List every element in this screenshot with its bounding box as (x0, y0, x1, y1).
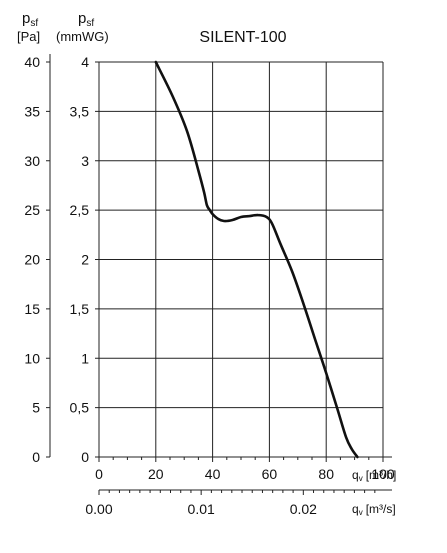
chart-title: SILENT-100 (199, 29, 286, 46)
right-tick-label-1: 0,5 (70, 400, 90, 416)
left-axis-label: psf [Pa] (17, 10, 40, 44)
left-tick-label-8: 40 (24, 54, 40, 70)
x-secondary-tick-label-1: 0.01 (188, 501, 215, 517)
x-primary-tick-label-4: 80 (318, 466, 334, 482)
left-tick-label-3: 15 (24, 301, 40, 317)
x-primary-axis-ticks: 0 20 40 60 80 100 (95, 456, 395, 482)
left-axis-ticks: 0 5 10 15 20 25 30 35 40 (24, 54, 51, 465)
svg-text:qv[m³/h]: qv [m³/h] (352, 468, 396, 483)
x-secondary-label-main: q (352, 502, 359, 516)
left-axis-label-sub: sf (30, 18, 38, 29)
chart-series (154, 60, 359, 459)
left-tick-label-6: 30 (24, 153, 40, 169)
svg-text:qv[m³/s]: qv [m³/s] (352, 502, 396, 517)
x-primary-tick-label-2: 40 (205, 466, 221, 482)
left-tick-label-4: 20 (24, 252, 40, 268)
x-secondary-label-sub: v (359, 508, 363, 517)
x-primary-tick-label-3: 60 (262, 466, 278, 482)
right-axis-label: psf (mmWG) (56, 10, 109, 44)
right-tick-label-0: 0 (81, 449, 89, 465)
left-axis-unit: [Pa] (17, 29, 40, 44)
x-secondary-axis-ticks: 0.00 0.01 0.02 (85, 489, 392, 517)
right-tick-label-6: 3 (81, 153, 89, 169)
x-primary-tick-label-1: 20 (148, 466, 164, 482)
left-axis-label-main: p (22, 10, 30, 27)
x-secondary-tick-label-0: 0.00 (85, 501, 112, 517)
x-primary-label-unit: [m³/h] (366, 468, 397, 482)
right-tick-label-3: 1,5 (70, 301, 90, 317)
left-tick-label-2: 10 (24, 350, 40, 366)
x-primary-label-sub: v (359, 474, 363, 483)
svg-text:psf: psf (78, 10, 94, 29)
right-tick-label-4: 2 (81, 252, 89, 268)
right-tick-label-7: 3,5 (70, 103, 90, 119)
svg-text:psf: psf (22, 10, 38, 29)
right-axis-label-main: p (78, 10, 86, 27)
x-primary-tick-label-0: 0 (95, 466, 103, 482)
left-tick-label-0: 0 (32, 449, 40, 465)
left-tick-label-7: 35 (24, 103, 40, 119)
x-secondary-label-unit: [m³/s] (366, 502, 396, 516)
right-axis-ticks: 0 0,5 1 1,5 2 2,5 3 3,5 4 (70, 54, 99, 465)
right-axis-unit: (mmWG) (56, 29, 109, 44)
x-primary-axis-label: qv [m³/h] (352, 468, 396, 483)
x-primary-label-main: q (352, 468, 359, 482)
right-tick-label-8: 4 (81, 54, 89, 70)
series-line-0 (154, 60, 359, 459)
right-tick-label-2: 1 (81, 350, 89, 366)
x-secondary-tick-label-2: 0.02 (290, 501, 317, 517)
x-primary-tick-label-5: 100 (371, 466, 395, 482)
left-tick-label-5: 25 (24, 202, 40, 218)
right-axis-label-sub: sf (86, 18, 94, 29)
x-secondary-axis-label: qv [m³/s] (352, 502, 396, 517)
chart-grid (98, 61, 384, 458)
left-tick-label-1: 5 (32, 400, 40, 416)
right-tick-label-5: 2,5 (70, 202, 90, 218)
